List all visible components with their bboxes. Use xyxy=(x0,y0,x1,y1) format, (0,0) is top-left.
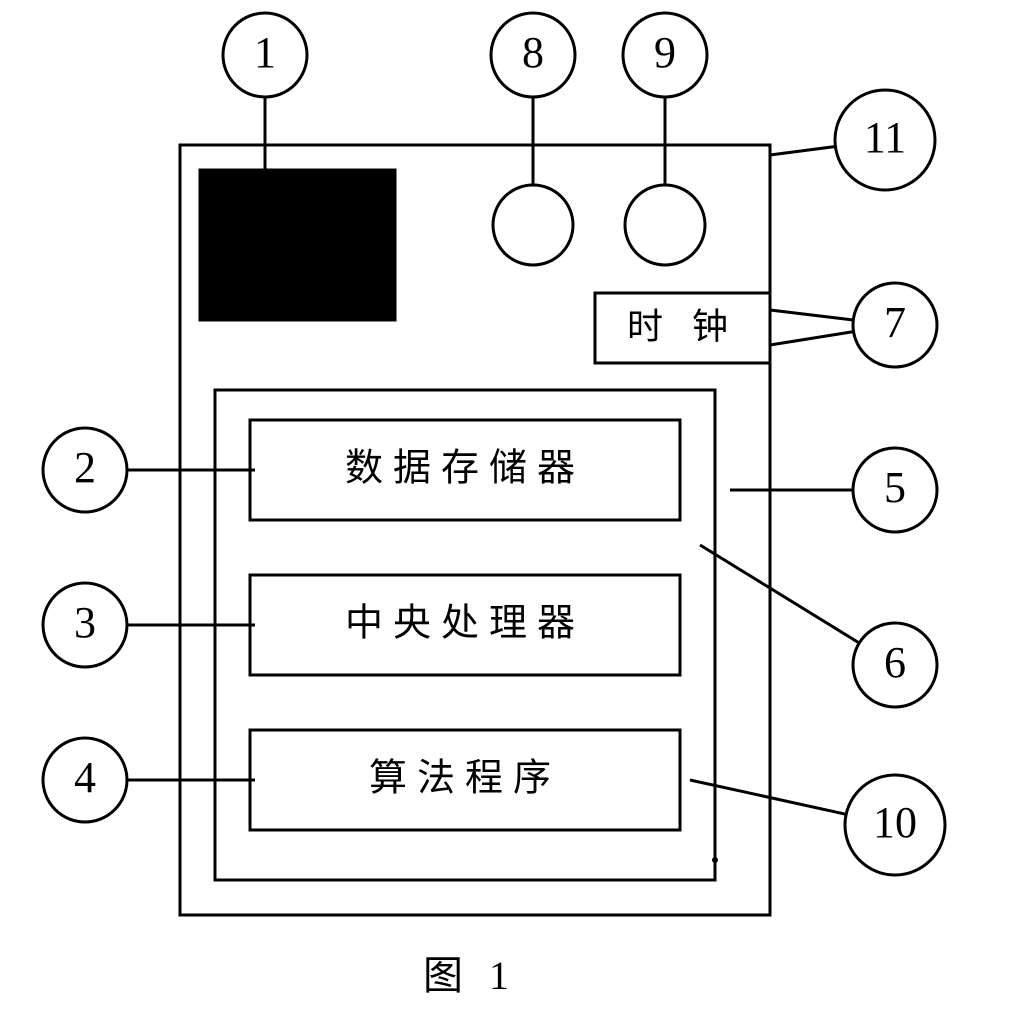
callout-number-3: 3 xyxy=(74,598,96,647)
panel-button-2 xyxy=(625,185,705,265)
callout-number-6: 6 xyxy=(884,638,906,687)
display-screen xyxy=(200,170,395,320)
leader-line-6 xyxy=(700,545,859,643)
block-label-mem: 数据存储器 xyxy=(345,448,585,490)
callout-number-1: 1 xyxy=(254,28,276,77)
clock-label: 时 钟 xyxy=(627,306,738,346)
panel-button-1 xyxy=(493,185,573,265)
diagram-canvas: 时 钟数据存储器中央处理器算法程序 1 8 9 11 7 5 6 10 2 3 4 图 1 xyxy=(0,0,1020,1023)
callout-number-10: 10 xyxy=(873,798,917,847)
stray-dot xyxy=(712,857,718,863)
callout-number-4: 4 xyxy=(74,753,96,802)
block-label-cpu: 中央处理器 xyxy=(345,603,585,645)
leader-line-7-0 xyxy=(770,310,853,320)
figure-caption: 图 1 xyxy=(423,953,517,998)
leader-line-10 xyxy=(690,780,846,814)
callout-number-5: 5 xyxy=(884,463,906,512)
callout-number-7: 7 xyxy=(884,298,906,347)
callout-number-9: 9 xyxy=(654,28,676,77)
callout-number-11: 11 xyxy=(864,113,906,162)
callout-number-8: 8 xyxy=(522,28,544,77)
callout-number-2: 2 xyxy=(74,443,96,492)
leader-line-7-1 xyxy=(770,332,854,345)
block-label-algo: 算法程序 xyxy=(369,758,561,800)
leader-line-11 xyxy=(770,146,835,155)
